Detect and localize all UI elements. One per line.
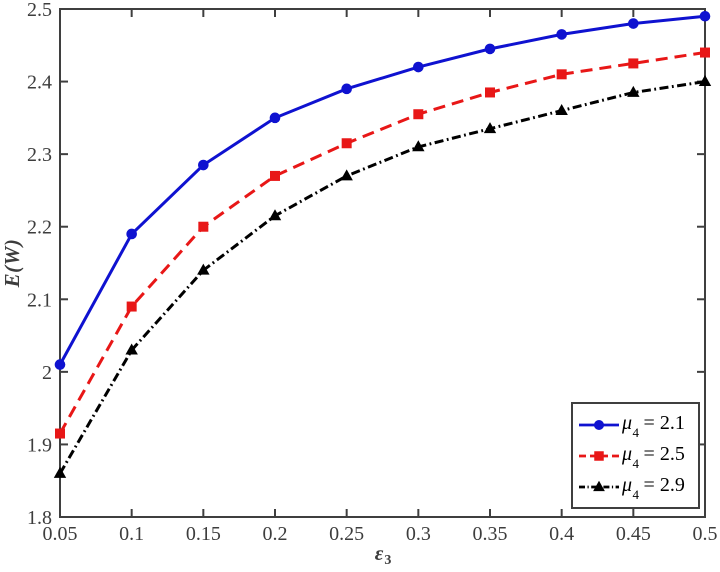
triangle-marker xyxy=(53,466,67,478)
series-line xyxy=(58,80,706,475)
y-tick-label: 2.1 xyxy=(27,289,52,311)
legend: μ4 = 2.1 μ4 = 2.5 μ4 = 2.9 xyxy=(571,402,700,509)
legend-label: μ4 = 2.1 xyxy=(622,412,685,439)
legend-line-sample xyxy=(579,419,619,430)
x-tick-label: 0.35 xyxy=(473,523,508,545)
y-tick-label: 2.2 xyxy=(27,217,52,239)
legend-label-mu: μ xyxy=(622,443,633,465)
y-tick-label: 2.3 xyxy=(27,144,52,166)
circle-marker xyxy=(699,10,711,22)
x-tick-label: 0.4 xyxy=(549,523,574,545)
series-line xyxy=(58,51,706,435)
square-marker xyxy=(556,69,567,80)
series-2 xyxy=(53,74,712,478)
legend-item: μ4 = 2.1 xyxy=(578,412,698,439)
x-tick-label: 0.2 xyxy=(263,523,288,545)
legend-label-subscript: 4 xyxy=(632,456,640,471)
legend-label-mu: μ xyxy=(622,474,633,496)
legend-line-sample xyxy=(579,450,619,461)
circle-marker xyxy=(556,29,567,40)
series-1 xyxy=(55,47,710,439)
y-tick-label: 1.8 xyxy=(27,507,52,529)
square-marker xyxy=(628,58,639,69)
triangle-marker xyxy=(555,104,568,115)
triangle-marker xyxy=(268,209,282,221)
square-marker xyxy=(126,301,137,312)
legend-label: μ4 = 2.9 xyxy=(622,474,685,501)
legend-item: μ4 = 2.9 xyxy=(578,474,698,501)
series-0 xyxy=(54,10,711,370)
circle-marker xyxy=(126,228,137,240)
x-tick-label: 0.25 xyxy=(329,523,364,545)
square-marker xyxy=(413,109,424,120)
circle-marker xyxy=(593,419,605,430)
triangle-marker xyxy=(412,140,425,152)
triangle-marker xyxy=(627,85,640,97)
legend-label-value: = 2.1 xyxy=(643,412,685,434)
circle-marker xyxy=(198,159,209,171)
x-tick-label: 0.1 xyxy=(119,523,144,545)
x-axis-label-subscript: 3 xyxy=(384,553,392,568)
triangle-marker xyxy=(483,122,497,134)
square-marker xyxy=(594,450,604,461)
legend-label-subscript: 4 xyxy=(632,425,640,440)
legend-label: μ4 = 2.5 xyxy=(622,443,685,470)
legend-label-value: = 2.5 xyxy=(643,443,685,465)
triangle-marker xyxy=(197,263,210,275)
x-axis-label-text: ε xyxy=(374,541,384,565)
plot-border xyxy=(59,8,706,518)
circle-marker xyxy=(54,359,66,370)
square-marker xyxy=(341,138,352,149)
circle-marker xyxy=(269,112,281,124)
series-line xyxy=(58,14,706,366)
square-marker xyxy=(700,47,710,58)
x-tick-label: 0.5 xyxy=(693,523,718,545)
x-axis-label: ε3 xyxy=(60,541,705,568)
square-marker xyxy=(485,87,495,98)
x-tick-label: 0.15 xyxy=(186,523,221,545)
circle-marker xyxy=(341,83,352,95)
triangle-marker xyxy=(125,343,138,355)
y-axis-label: E(W) xyxy=(0,239,25,288)
circle-marker xyxy=(484,43,496,55)
x-tick-label: 0.05 xyxy=(43,523,78,545)
legend-label-subscript: 4 xyxy=(632,487,640,502)
legend-item: μ4 = 2.5 xyxy=(578,443,698,470)
y-tick-label: 2.5 xyxy=(27,0,52,21)
y-axis-label-text: E(W) xyxy=(0,238,24,288)
x-ticks: 0.05 0.1 0.15 0.2 0.25 0.3 0.35 0.4 0.45 0.5 xyxy=(43,9,718,545)
legend-label-mu: μ xyxy=(622,412,633,434)
x-tick-label: 0.3 xyxy=(406,523,431,545)
triangle-marker xyxy=(340,169,353,181)
square-marker xyxy=(270,170,280,181)
y-tick-label: 2 xyxy=(42,362,52,384)
triangle-marker xyxy=(698,74,712,86)
y-tick-label: 2.4 xyxy=(27,72,52,94)
legend-label-value: = 2.9 xyxy=(643,474,685,496)
square-marker xyxy=(198,221,209,232)
y-tick-label: 1.9 xyxy=(27,434,52,456)
circle-marker xyxy=(628,18,639,29)
triangle-marker xyxy=(593,480,605,491)
square-marker xyxy=(55,428,65,439)
legend-line-sample xyxy=(579,480,619,491)
x-tick-label: 0.45 xyxy=(616,523,651,545)
circle-marker xyxy=(413,61,424,73)
